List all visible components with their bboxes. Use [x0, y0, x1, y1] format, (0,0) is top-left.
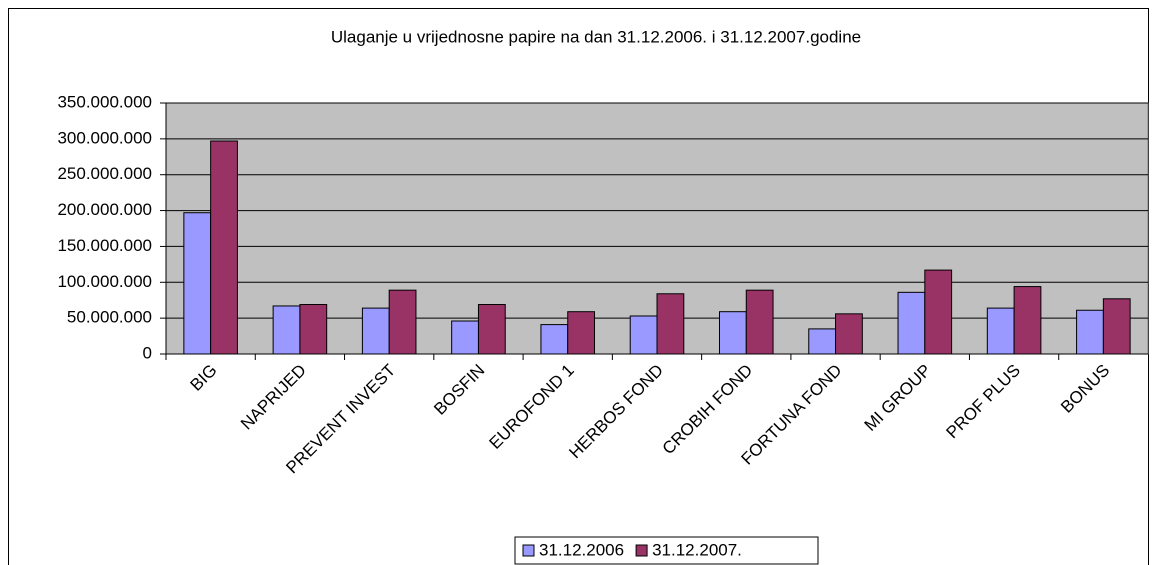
- bar: [924, 269, 953, 355]
- legend-label: 31.12.2006: [539, 540, 624, 559]
- y-tick-label: 150.000.000: [57, 236, 152, 255]
- bar: [361, 307, 390, 355]
- bar: [299, 304, 328, 355]
- y-tick-label: 50.000.000: [67, 308, 152, 327]
- y-tick-label: 100.000.000: [57, 272, 152, 291]
- chart-title: Ulaganje u vrijednosne papire na dan 31.…: [331, 27, 861, 46]
- bar: [1076, 309, 1104, 355]
- bar: [272, 305, 301, 355]
- bar: [183, 212, 212, 355]
- bar: [629, 315, 658, 355]
- bar: [745, 289, 774, 355]
- y-tick-label: 350.000.000: [57, 92, 152, 111]
- bar: [656, 293, 685, 355]
- bar: [808, 328, 837, 355]
- legend-box: [514, 536, 819, 565]
- bar: [1013, 286, 1042, 355]
- bar: [986, 307, 1015, 355]
- bar: [1102, 298, 1131, 355]
- legend-label: 31.12.2007.: [652, 540, 742, 559]
- bar: [835, 313, 863, 355]
- bar: [477, 304, 506, 355]
- bar: [897, 291, 926, 355]
- y-tick-label: 250.000.000: [57, 164, 152, 183]
- bar: [718, 311, 747, 355]
- bar: [388, 289, 417, 355]
- legend-swatch: [522, 544, 535, 557]
- y-tick-label: 200.000.000: [57, 200, 152, 219]
- y-tick-label: 300.000.000: [57, 128, 152, 147]
- legend-swatch: [635, 544, 648, 557]
- y-tick-label: 0: [143, 343, 152, 362]
- bar: [567, 311, 596, 355]
- bar: [210, 140, 238, 355]
- legend: 31.12.2006 31.12.2007.: [514, 536, 819, 565]
- bar: [540, 324, 569, 355]
- bar: [451, 320, 479, 355]
